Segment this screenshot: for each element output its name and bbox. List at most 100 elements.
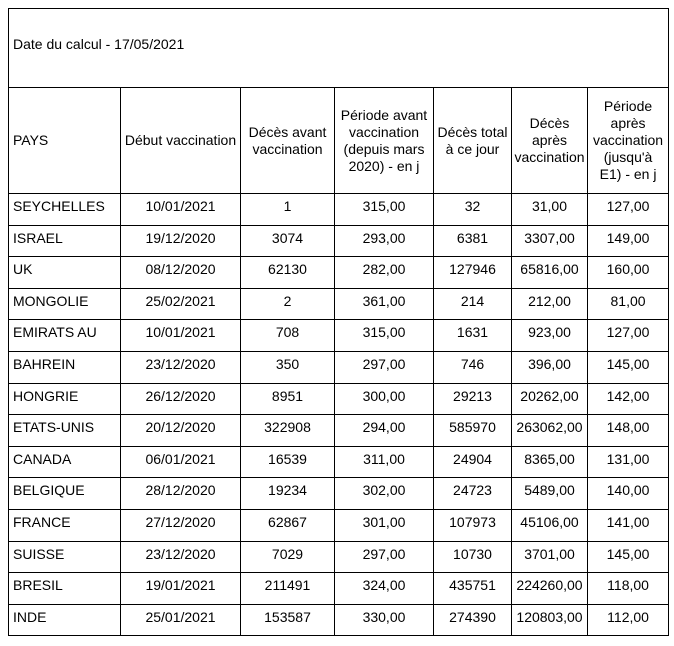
table-caption: Date du calcul - 17/05/2021 bbox=[7, 8, 670, 88]
cell-periode-avant-vaccination: 324,00 bbox=[334, 572, 434, 605]
cell-periode-avant-vaccination: 300,00 bbox=[334, 382, 434, 416]
cell-periode-apres-vaccination: 145,00 bbox=[586, 540, 670, 574]
cell-deces-total: 1631 bbox=[433, 319, 512, 352]
cell-deces-avant-vaccination: 19234 bbox=[240, 477, 335, 510]
cell-debut-vaccination: 28/12/2020 bbox=[120, 477, 241, 510]
cell-pays: BRESIL bbox=[8, 572, 121, 605]
cell-pays: BAHREIN bbox=[8, 350, 121, 384]
cell-debut-vaccination: 27/12/2020 bbox=[120, 508, 241, 542]
vaccination-deaths-table: Date du calcul - 17/05/2021 PAYS Début va… bbox=[7, 8, 670, 637]
cell-deces-avant-vaccination: 62867 bbox=[240, 508, 335, 542]
cell-periode-apres-vaccination: 118,00 bbox=[586, 572, 670, 605]
column-header-deces-apres-vaccination: Décès après vaccination bbox=[511, 87, 588, 194]
cell-pays: FRANCE bbox=[8, 508, 121, 542]
cell-deces-avant-vaccination: 8951 bbox=[240, 382, 335, 416]
cell-deces-apres-vaccination: 5489,00 bbox=[511, 477, 588, 510]
cell-periode-avant-vaccination: 315,00 bbox=[334, 193, 434, 226]
caption-row: Date du calcul - 17/05/2021 bbox=[7, 8, 670, 88]
table-row: BAHREIN 23/12/2020 350 297,00 746 396,00 145,0… bbox=[8, 350, 670, 384]
column-header-periode-apres-vaccination: Période après vaccination (jusqu'à E1) -… bbox=[586, 87, 670, 194]
cell-deces-apres-vaccination: 212,00 bbox=[511, 287, 588, 321]
cell-periode-avant-vaccination: 294,00 bbox=[334, 414, 434, 447]
cell-debut-vaccination: 08/12/2020 bbox=[120, 256, 241, 289]
cell-deces-apres-vaccination: 923,00 bbox=[511, 319, 588, 352]
table-row: SEYCHELLES 10/01/2021 1 315,00 32 31,00 127,00 bbox=[8, 193, 670, 226]
cell-periode-avant-vaccination: 297,00 bbox=[334, 350, 434, 384]
table-row: ISRAEL 19/12/2020 3074 293,00 6381 3307,00 149… bbox=[8, 224, 670, 258]
column-header-periode-avant-vaccination: Période avant vaccination (depuis mars 2… bbox=[334, 87, 434, 194]
cell-pays: MONGOLIE bbox=[8, 287, 121, 321]
cell-periode-apres-vaccination: 140,00 bbox=[586, 477, 670, 510]
cell-periode-avant-vaccination: 301,00 bbox=[334, 508, 434, 542]
cell-periode-apres-vaccination: 127,00 bbox=[586, 193, 670, 226]
table-row: CANADA 06/01/2021 16539 311,00 24904 8365,00 1… bbox=[8, 445, 670, 479]
cell-deces-avant-vaccination: 211491 bbox=[240, 572, 335, 605]
cell-periode-apres-vaccination: 112,00 bbox=[586, 603, 670, 637]
cell-debut-vaccination: 25/02/2021 bbox=[120, 287, 241, 321]
column-header-deces-avant-vaccination: Décès avant vaccination bbox=[240, 87, 335, 194]
table-row: BELGIQUE 28/12/2020 19234 302,00 24723 5489,0… bbox=[8, 477, 670, 510]
cell-deces-total: 107973 bbox=[433, 508, 512, 542]
column-header-pays: PAYS bbox=[8, 87, 121, 194]
cell-deces-avant-vaccination: 16539 bbox=[240, 445, 335, 479]
cell-deces-total: 29213 bbox=[433, 382, 512, 416]
table-row: MONGOLIE 25/02/2021 2 361,00 214 212,00 81,00 bbox=[8, 287, 670, 321]
cell-periode-apres-vaccination: 141,00 bbox=[586, 508, 670, 542]
cell-pays: HONGRIE bbox=[8, 382, 121, 416]
cell-deces-avant-vaccination: 708 bbox=[240, 319, 335, 352]
cell-deces-apres-vaccination: 120803,00 bbox=[511, 603, 588, 637]
cell-deces-avant-vaccination: 153587 bbox=[240, 603, 335, 637]
cell-deces-avant-vaccination: 1 bbox=[240, 193, 335, 226]
cell-deces-apres-vaccination: 20262,00 bbox=[511, 382, 588, 416]
cell-deces-total: 6381 bbox=[433, 224, 512, 258]
cell-deces-apres-vaccination: 65816,00 bbox=[511, 256, 588, 289]
cell-deces-total: 32 bbox=[433, 193, 512, 226]
cell-deces-avant-vaccination: 3074 bbox=[240, 224, 335, 258]
cell-debut-vaccination: 26/12/2020 bbox=[120, 382, 241, 416]
cell-deces-apres-vaccination: 3701,00 bbox=[511, 540, 588, 574]
cell-deces-apres-vaccination: 45106,00 bbox=[511, 508, 588, 542]
cell-periode-apres-vaccination: 127,00 bbox=[586, 319, 670, 352]
cell-pays: ETATS-UNIS bbox=[8, 414, 121, 447]
cell-periode-apres-vaccination: 81,00 bbox=[586, 287, 670, 321]
table-row: SUISSE 23/12/2020 7029 297,00 10730 3701,00 14… bbox=[8, 540, 670, 574]
table-row: FRANCE 27/12/2020 62867 301,00 107973 45106,0… bbox=[8, 508, 670, 542]
cell-deces-avant-vaccination: 322908 bbox=[240, 414, 335, 447]
cell-deces-apres-vaccination: 8365,00 bbox=[511, 445, 588, 479]
cell-deces-total: 24904 bbox=[433, 445, 512, 479]
cell-debut-vaccination: 23/12/2020 bbox=[120, 540, 241, 574]
cell-pays: EMIRATS AU bbox=[8, 319, 121, 352]
table-row: EMIRATS AU 10/01/2021 708 315,00 1631 923,00 1… bbox=[8, 319, 670, 352]
cell-deces-apres-vaccination: 224260,00 bbox=[511, 572, 588, 605]
cell-pays: UK bbox=[8, 256, 121, 289]
cell-debut-vaccination: 10/01/2021 bbox=[120, 319, 241, 352]
header-row: PAYS Début vaccination Décès avant vaccina… bbox=[8, 87, 670, 194]
table-row: UK 08/12/2020 62130 282,00 127946 65816,00 160… bbox=[8, 256, 670, 289]
cell-deces-apres-vaccination: 31,00 bbox=[511, 193, 588, 226]
cell-pays: INDE bbox=[8, 603, 121, 637]
cell-debut-vaccination: 10/01/2021 bbox=[120, 193, 241, 226]
cell-debut-vaccination: 19/01/2021 bbox=[120, 572, 241, 605]
cell-periode-apres-vaccination: 148,00 bbox=[586, 414, 670, 447]
cell-periode-apres-vaccination: 131,00 bbox=[586, 445, 670, 479]
cell-deces-avant-vaccination: 7029 bbox=[240, 540, 335, 574]
cell-periode-apres-vaccination: 142,00 bbox=[586, 382, 670, 416]
cell-deces-total: 214 bbox=[433, 287, 512, 321]
cell-deces-total: 435751 bbox=[433, 572, 512, 605]
table-row: HONGRIE 26/12/2020 8951 300,00 29213 20262,00… bbox=[8, 382, 670, 416]
table-row: INDE 25/01/2021 153587 330,00 274390 120803,0… bbox=[8, 603, 670, 637]
cell-pays: SUISSE bbox=[8, 540, 121, 574]
cell-debut-vaccination: 23/12/2020 bbox=[120, 350, 241, 384]
cell-pays: SEYCHELLES bbox=[8, 193, 121, 226]
cell-periode-avant-vaccination: 297,00 bbox=[334, 540, 434, 574]
cell-deces-total: 10730 bbox=[433, 540, 512, 574]
cell-periode-avant-vaccination: 293,00 bbox=[334, 224, 434, 258]
column-header-debut-vaccination: Début vaccination bbox=[120, 87, 241, 194]
cell-deces-avant-vaccination: 62130 bbox=[240, 256, 335, 289]
cell-deces-total: 585970 bbox=[433, 414, 512, 447]
cell-deces-total: 24723 bbox=[433, 477, 512, 510]
cell-deces-avant-vaccination: 350 bbox=[240, 350, 335, 384]
cell-pays: ISRAEL bbox=[8, 224, 121, 258]
cell-periode-avant-vaccination: 361,00 bbox=[334, 287, 434, 321]
cell-pays: BELGIQUE bbox=[8, 477, 121, 510]
